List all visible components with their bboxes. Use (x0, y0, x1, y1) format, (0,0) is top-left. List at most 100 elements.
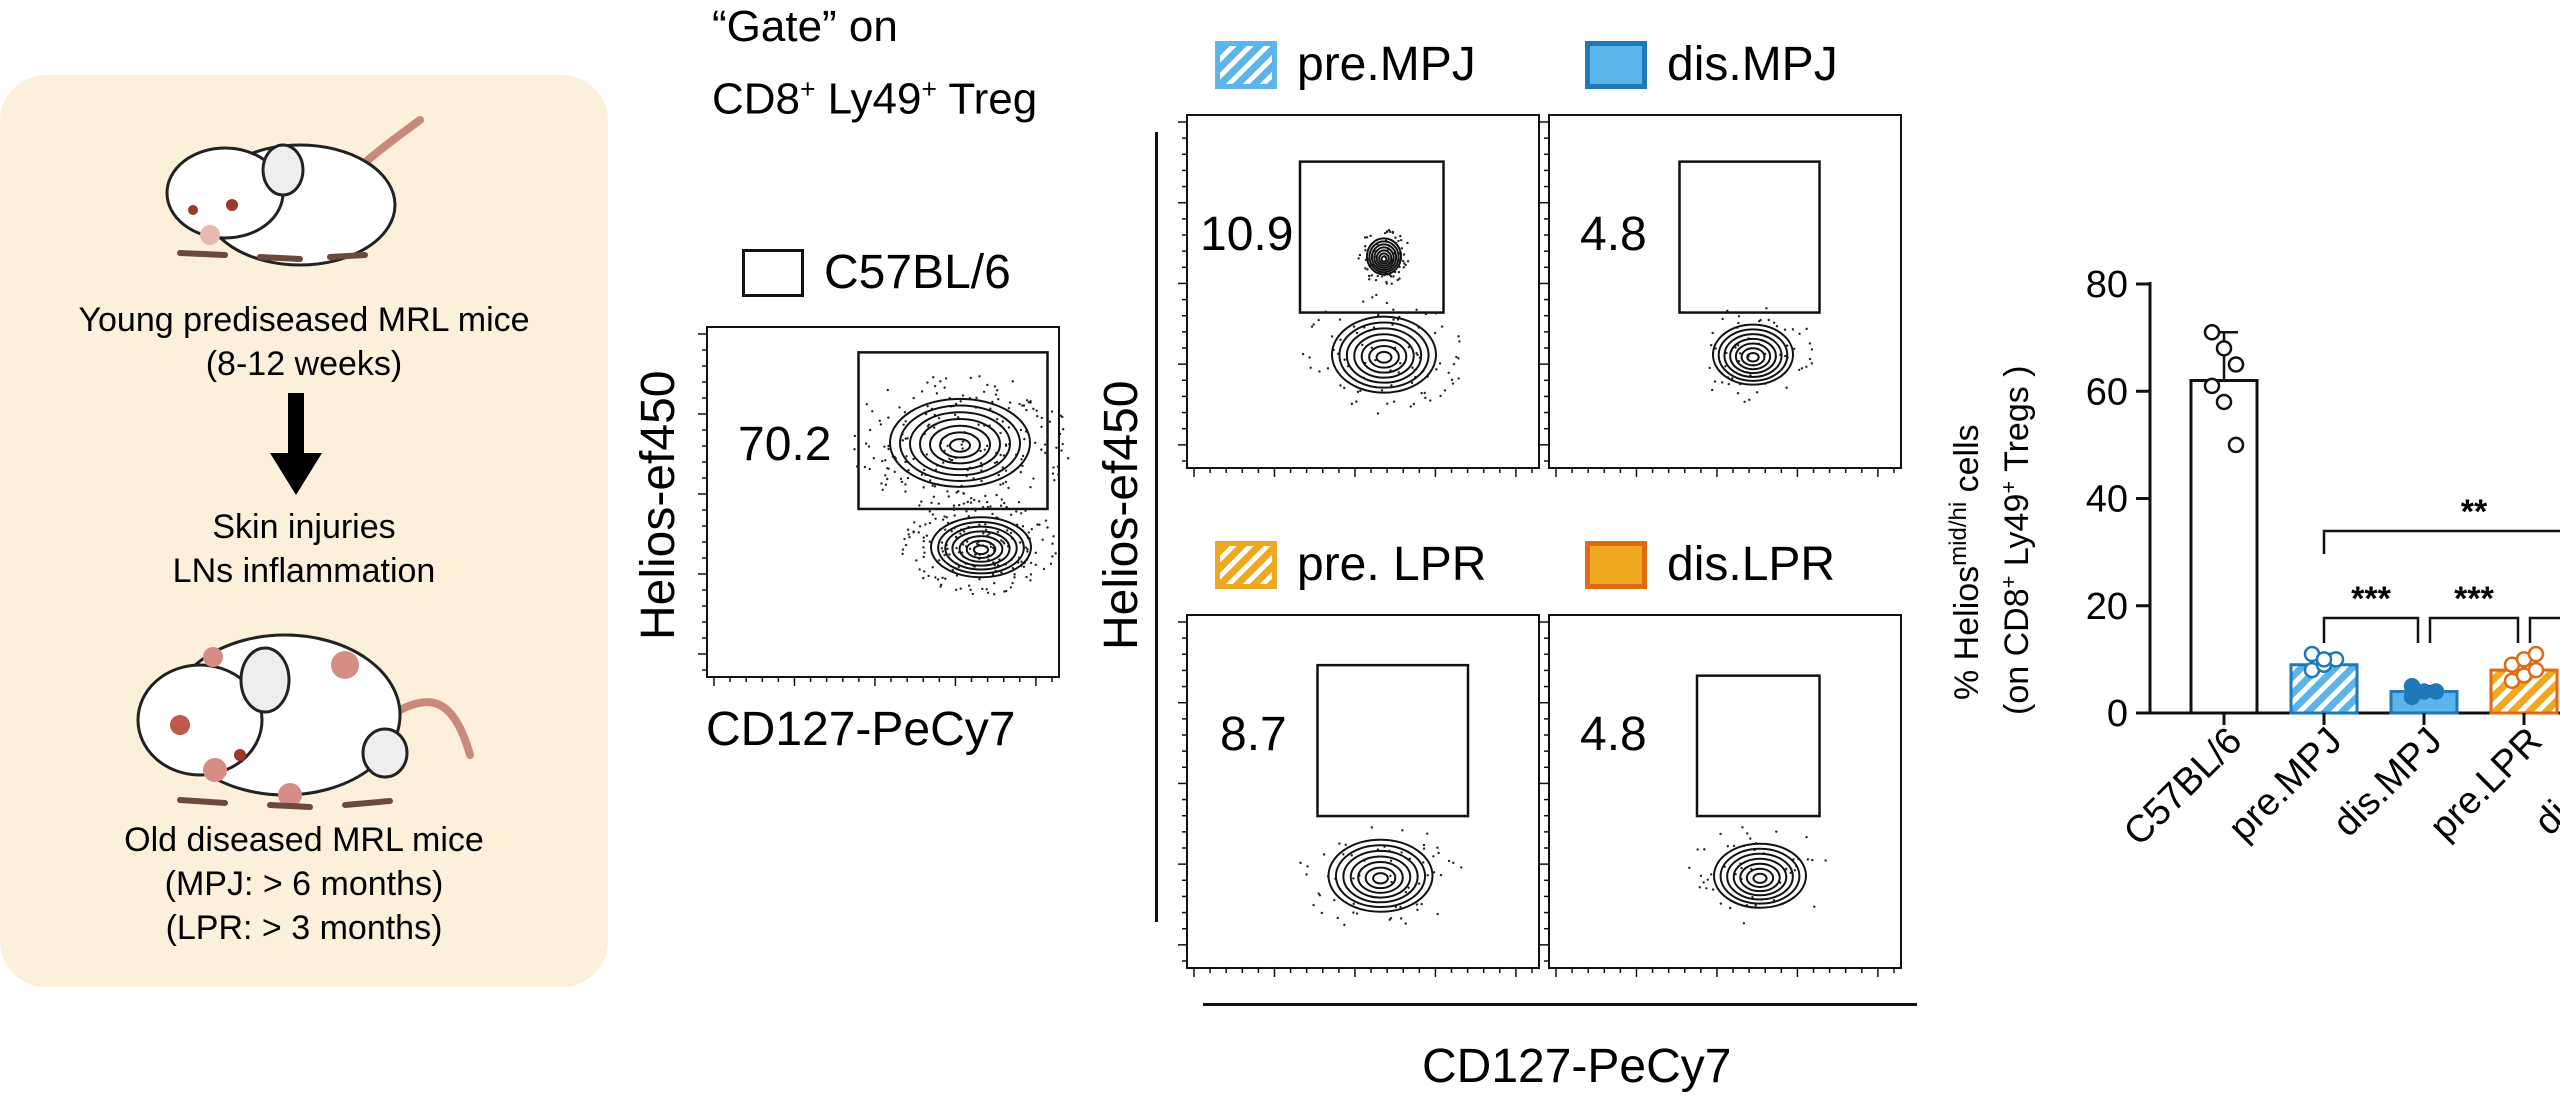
event-dot (1765, 307, 1768, 310)
event-dot (1758, 319, 1761, 323)
event-dot (922, 546, 925, 549)
event-dot (1000, 498, 1004, 501)
event-dot (984, 523, 987, 526)
event-dot (1049, 562, 1053, 566)
event-dot (1719, 902, 1723, 905)
event-dot (955, 574, 959, 577)
event-dot (1046, 526, 1049, 529)
event-dot (904, 437, 907, 440)
event-dot (879, 423, 883, 426)
event-dot (1338, 318, 1342, 321)
legend-pre-mpj: pre.MPJ (1215, 38, 1476, 92)
event-dot (996, 530, 1000, 534)
event-dot (918, 504, 921, 507)
event-dot (939, 583, 943, 587)
event-dot (1061, 415, 1064, 419)
event-dot (1404, 263, 1407, 267)
event-dot (1390, 384, 1393, 387)
event-dot (908, 535, 911, 539)
event-dot (1043, 443, 1047, 446)
x-tick-label-0: C57BL/6 (2116, 720, 2250, 854)
event-dot (941, 461, 945, 464)
event-dot (982, 532, 985, 535)
ylabel2-suffix: Tregs ) (1998, 366, 2036, 481)
event-dot (1001, 420, 1005, 423)
event-dot (968, 547, 972, 551)
event-dot (1326, 367, 1330, 370)
contour-line (937, 520, 1025, 575)
event-dot (1443, 389, 1447, 392)
event-dot (967, 515, 971, 518)
event-dot (893, 470, 896, 474)
event-dot (1380, 275, 1384, 278)
sig-bracket-0 (2322, 616, 2420, 643)
event-dot (972, 498, 976, 502)
legend-label-pre-lpr: pre. LPR (1297, 538, 1487, 591)
data-point-2-3 (2403, 677, 2421, 695)
flow-plot-pre-lpr (1178, 614, 1540, 977)
event-dot (1389, 874, 1392, 878)
event-dot (1051, 542, 1054, 545)
event-dot (922, 576, 925, 580)
event-dot (917, 531, 920, 534)
event-dot (1737, 315, 1741, 318)
event-dot (1424, 396, 1427, 400)
event-dot (1447, 859, 1451, 863)
event-dot (928, 510, 931, 513)
event-dot (1375, 293, 1378, 297)
event-dot (1725, 351, 1728, 355)
event-dot (1409, 405, 1412, 408)
event-dot (1798, 332, 1801, 336)
event-dot (974, 553, 977, 556)
event-dot (871, 410, 874, 413)
event-dot (953, 413, 957, 417)
event-dot (902, 423, 905, 426)
contour-line (929, 424, 991, 465)
y-tick-label-40: 40 (2086, 479, 2128, 521)
event-dot (1053, 478, 1056, 482)
event-dot (1726, 309, 1729, 313)
contour-line (1713, 842, 1807, 909)
event-dot (1376, 313, 1380, 317)
sig-bracket-3 (2322, 529, 2560, 554)
event-dot (1061, 428, 1065, 431)
event-dot (1811, 858, 1814, 862)
event-dot (1364, 245, 1367, 248)
event-dot (944, 528, 947, 531)
event-dot (1312, 323, 1315, 326)
event-dot (1399, 234, 1402, 238)
data-point-1-4 (2315, 651, 2333, 668)
event-dot (953, 514, 956, 517)
event-dot (925, 453, 929, 456)
event-dot (939, 380, 942, 383)
event-dot (1736, 344, 1740, 347)
event-dot (1058, 432, 1062, 436)
event-dot (922, 468, 926, 472)
event-dot (1015, 510, 1018, 513)
sig-label-3: ** (2461, 493, 2488, 531)
event-dot (1424, 312, 1428, 316)
event-dot (1029, 573, 1033, 576)
event-dot (1451, 382, 1455, 385)
event-dot (1721, 317, 1724, 321)
event-dot (887, 444, 890, 448)
event-dot (1447, 371, 1450, 374)
event-dot (1040, 425, 1043, 429)
event-dot (1324, 310, 1327, 313)
event-dot (1423, 391, 1426, 395)
event-dot (1702, 881, 1705, 884)
event-dot (1450, 378, 1454, 382)
event-dot (1436, 912, 1439, 916)
event-dot (996, 389, 999, 392)
event-dot (1400, 851, 1403, 854)
contour-line (1368, 240, 1400, 274)
event-dot (1714, 347, 1717, 350)
event-dot (954, 588, 958, 592)
event-dot (904, 490, 907, 493)
event-dot (867, 445, 871, 448)
event-dot (1364, 267, 1367, 270)
event-dot (1741, 826, 1744, 829)
event-dot (1322, 853, 1326, 856)
event-dot (1365, 236, 1369, 239)
event-dot (957, 503, 961, 507)
